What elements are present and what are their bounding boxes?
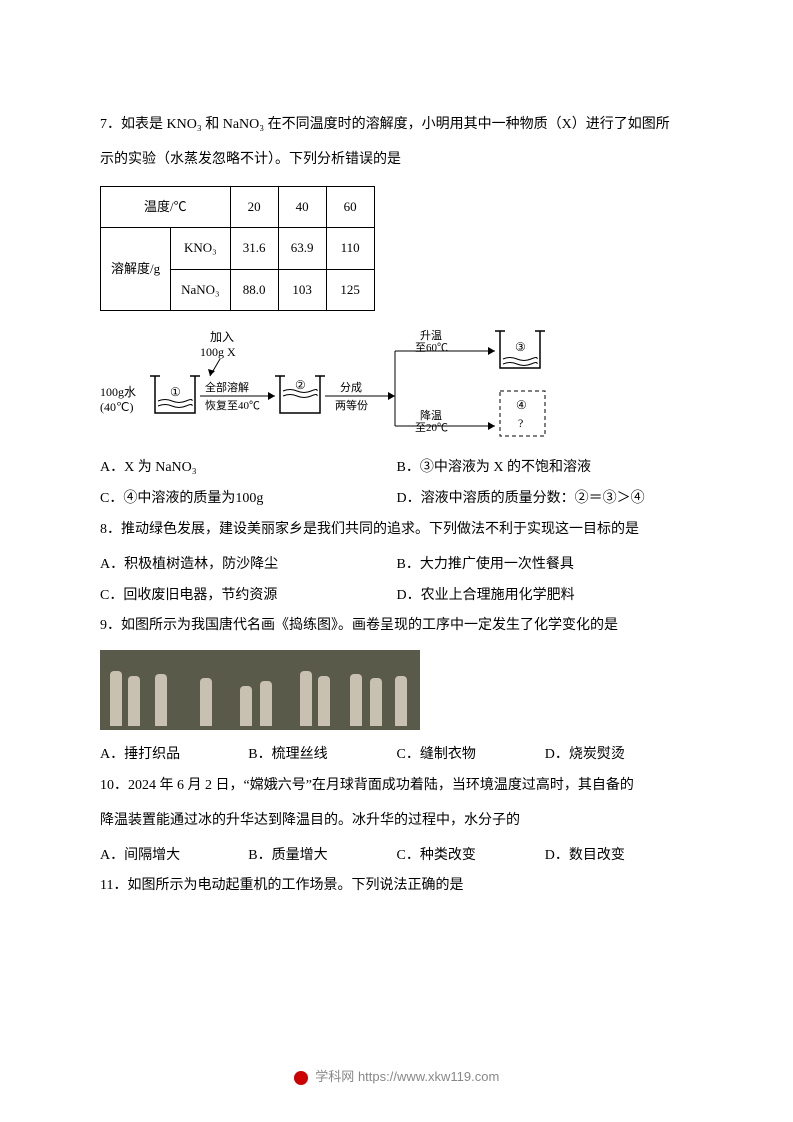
- beaker-3-number: ③: [515, 340, 526, 354]
- q10-opt-c: C．种类改变: [397, 841, 545, 872]
- mid-label-2: 两等份: [335, 398, 368, 412]
- arrow-right-icon: [488, 347, 495, 355]
- up-label-1: 升温: [420, 329, 442, 342]
- cell-t1: 20: [230, 186, 278, 228]
- cell-kno3-v3: 110: [326, 228, 374, 270]
- footer-brand: 学科网: [315, 1069, 354, 1084]
- q8-opt-c: C．回收废旧电器，节约资源: [100, 581, 397, 612]
- add-label-1: 加入: [210, 330, 234, 344]
- arrow-right-icon: [488, 422, 495, 430]
- down-label-2: 至20℃: [415, 422, 448, 434]
- cell-kno3-v1: 31.6: [230, 228, 278, 270]
- q8-options-row2: C．回收废旧电器，节约资源 D．农业上合理施用化学肥料: [100, 581, 693, 612]
- beaker-2-number: ②: [295, 378, 306, 392]
- q9-opt-a: A．捶打织品: [100, 740, 248, 771]
- q8-opt-d: D．农业上合理施用化学肥料: [397, 581, 694, 612]
- q10-opt-b: B．质量增大: [248, 841, 396, 872]
- q10-options-row: A．间隔增大 B．质量增大 C．种类改变 D．数目改变: [100, 841, 693, 872]
- table-row: 溶解度/g KNO₃ 31.6 63.9 110: [101, 228, 375, 270]
- q7-opt-a: A．X 为 NaNO₃: [100, 453, 397, 484]
- q7-options-row1: A．X 为 NaNO₃ B．③中溶液为 X 的不饱和溶液: [100, 453, 693, 484]
- q7-opt-d: D．溶液中溶质的质量分数：②＝③＞④: [397, 484, 694, 515]
- beaker-left-label2: (40℃): [100, 400, 133, 414]
- cell-kno3-v2: 63.9: [278, 228, 326, 270]
- q9-opt-b: B．梳理丝线: [248, 740, 396, 771]
- q9-stem: 9．如图所示为我国唐代名画《捣练图》。画卷呈现的工序中一定发生了化学变化的是: [100, 611, 693, 642]
- add-label-2: 100g X: [200, 345, 236, 359]
- cell-nano3-v1: 88.0: [230, 269, 278, 311]
- arrow1-label-a: 全部溶解: [205, 380, 249, 394]
- q8-stem: 8．推动绿色发展，建设美丽家乡是我们共同的追求。下列做法不利于实现这一目标的是: [100, 515, 693, 546]
- cell-t2: 40: [278, 186, 326, 228]
- footer-url: https://www.xkw119.com: [358, 1069, 499, 1084]
- page-footer: 学科网 https://www.xkw119.com: [0, 1063, 793, 1092]
- arrow-right-icon: [268, 392, 275, 400]
- q10-stem-line1: 10．2024 年 6 月 2 日，“嫦娥六号”在月球背面成功着陆，当环境温度过…: [100, 771, 693, 802]
- cell-nano3-v3: 125: [326, 269, 374, 311]
- beaker-left-label1: 100g水: [100, 385, 136, 399]
- q9-opt-c: C．缝制衣物: [397, 740, 545, 771]
- up-label-2: 至60℃: [415, 342, 448, 354]
- q7-options-row2: C．④中溶液的质量为100g D．溶液中溶质的质量分数：②＝③＞④: [100, 484, 693, 515]
- q7-opt-c: C．④中溶液的质量为100g: [100, 484, 397, 515]
- solubility-table: 温度/℃ 20 40 60 溶解度/g KNO₃ 31.6 63.9 110 N…: [100, 186, 375, 312]
- q7-opt-b: B．③中溶液为 X 的不饱和溶液: [397, 453, 694, 484]
- mid-label-1: 分成: [340, 381, 362, 394]
- q10-stem-line2: 降温装置能通过冰的升华达到降温目的。冰升华的过程中，水分子的: [100, 806, 693, 837]
- q7-stem-line1: 7．如表是 KNO₃ 和 NaNO₃ 在不同温度时的溶解度，小明用其中一种物质（…: [100, 110, 693, 141]
- arrow-right-icon: [388, 392, 395, 400]
- q8-opt-b: B．大力推广使用一次性餐具: [397, 550, 694, 581]
- beaker-4-number: ④: [516, 398, 527, 412]
- cell-kno3-name: KNO₃: [171, 228, 230, 270]
- q11-stem: 11．如图所示为电动起重机的工作场景。下列说法正确的是: [100, 871, 693, 902]
- q9-options-row: A．捶打织品 B．梳理丝线 C．缝制衣物 D．烧炭熨烫: [100, 740, 693, 771]
- q8-options-row1: A．积极植树造林，防沙降尘 B．大力推广使用一次性餐具: [100, 550, 693, 581]
- beaker-4-qmark: ?: [518, 416, 523, 430]
- cell-nano3-name: NaNO₃: [171, 269, 230, 311]
- q8-opt-a: A．积极植树造林，防沙降尘: [100, 550, 397, 581]
- q7-stem-line2: 示的实验（水蒸发忽略不计）。下列分析错误的是: [100, 145, 693, 176]
- down-label-1: 降温: [420, 408, 442, 422]
- arrow1-label-b: 恢复至40℃: [205, 398, 260, 412]
- cell-nano3-v2: 103: [278, 269, 326, 311]
- beaker-1-number: ①: [170, 385, 181, 399]
- q9-opt-d: D．烧炭熨烫: [545, 740, 693, 771]
- logo-icon: [294, 1071, 308, 1085]
- q10-opt-a: A．间隔增大: [100, 841, 248, 872]
- table-row: 温度/℃ 20 40 60: [101, 186, 375, 228]
- cell-temp-label: 温度/℃: [101, 186, 231, 228]
- q10-opt-d: D．数目改变: [545, 841, 693, 872]
- diagram-svg: 100g水 (40℃) ① 加入 100g X 全部溶解 恢复至40℃ ②: [100, 321, 670, 441]
- cell-solubility-label: 溶解度/g: [101, 228, 171, 311]
- painting-image: [100, 650, 420, 730]
- cell-t3: 60: [326, 186, 374, 228]
- experiment-diagram: 100g水 (40℃) ① 加入 100g X 全部溶解 恢复至40℃ ②: [100, 321, 670, 441]
